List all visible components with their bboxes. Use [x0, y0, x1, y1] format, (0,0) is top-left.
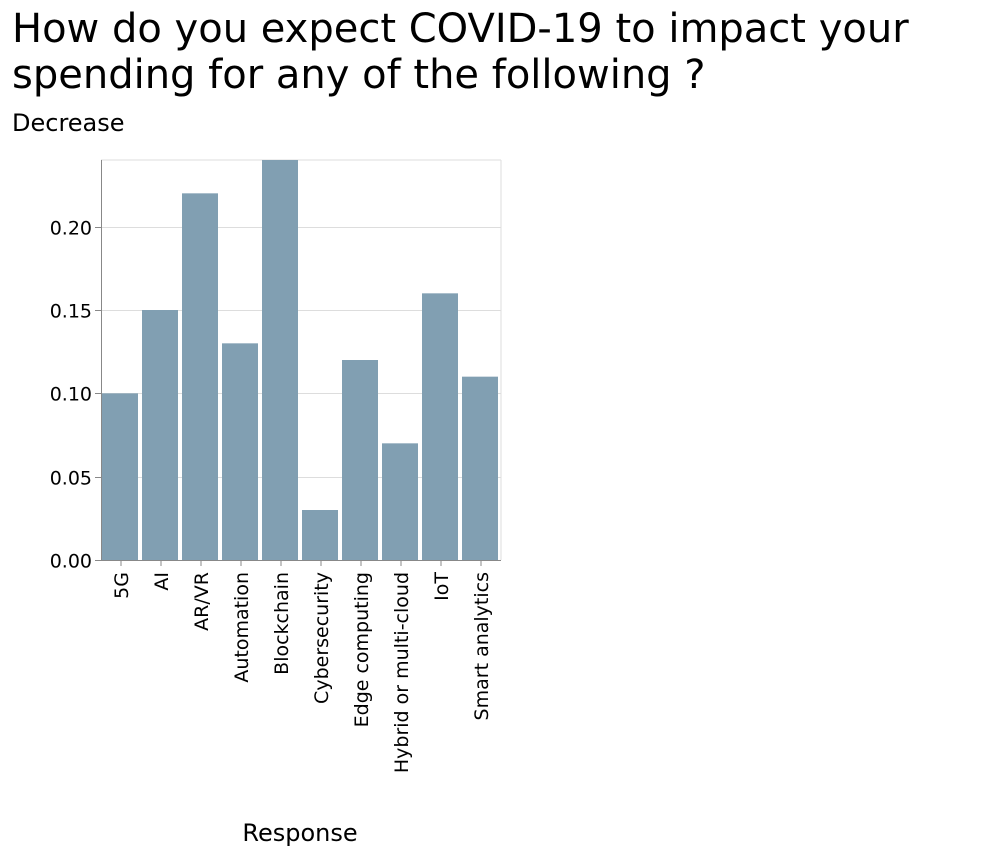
bar-ar-vr [182, 193, 218, 561]
bar-automation [222, 343, 258, 560]
chart-title: How do you expect COVID-19 to impact you… [12, 6, 909, 98]
x-tick-label: Edge computing [351, 572, 373, 727]
bar-smart-analytics [462, 376, 498, 560]
x-tick-label: 5G [111, 572, 133, 599]
x-tick-labels: 5G AI AR/VR Automation Blockchain Cybersecuri… [111, 572, 493, 774]
x-tick-label: Cybersecurity [311, 572, 333, 704]
y-tick-label: 0.10 [50, 384, 92, 406]
bar-cybersecurity [302, 510, 338, 560]
y-tick-label: 0.00 [50, 551, 92, 573]
x-tick-label: Automation [231, 572, 253, 683]
bar-hybrid-or-multi-cloud [382, 443, 418, 560]
x-tick-label: AI [151, 572, 173, 591]
y-tick-label: 0.05 [50, 468, 92, 490]
x-tick-label: Smart analytics [471, 572, 493, 720]
x-tick-label: Blockchain [271, 572, 293, 675]
bar-5g [102, 393, 138, 560]
x-axis-label: Response [242, 819, 358, 847]
y-tick-label: 0.20 [50, 218, 92, 240]
x-tick-label: Hybrid or multi-cloud [391, 572, 413, 773]
y-tick-labels: 0.00 0.05 0.10 0.15 0.20 [50, 218, 92, 573]
axes [95, 160, 501, 566]
bar-iot [422, 293, 458, 560]
bar-ai [142, 310, 178, 560]
x-tick-label: AR/VR [191, 572, 213, 631]
bar-edge-computing [342, 360, 378, 560]
bar-blockchain [262, 160, 298, 560]
y-tick-label: 0.15 [50, 301, 92, 323]
x-tick-label: IoT [431, 572, 453, 601]
bars [102, 160, 498, 561]
chart-subtitle: Decrease [12, 109, 125, 137]
